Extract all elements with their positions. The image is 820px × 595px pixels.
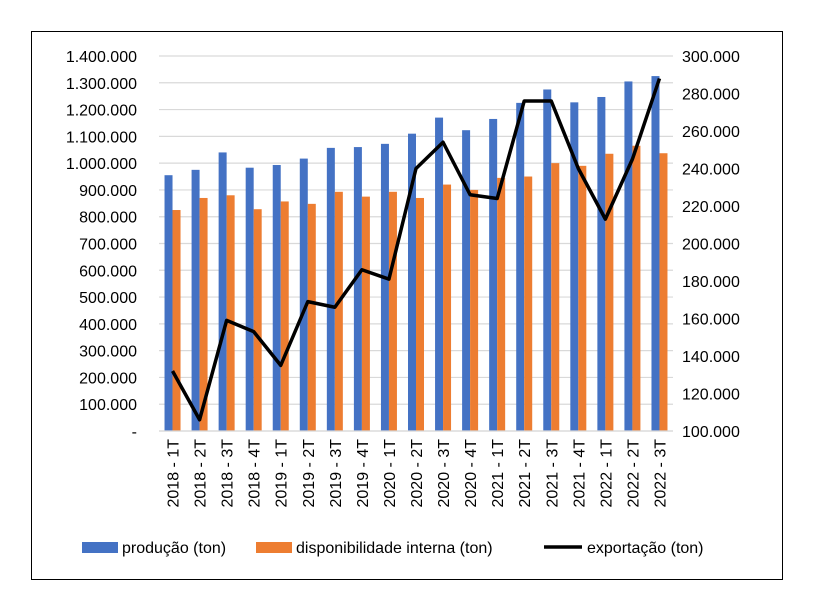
x-tick-label: 2019 - 3T xyxy=(328,439,345,508)
left-tick-label: 800.000 xyxy=(79,210,137,227)
bar-producao xyxy=(408,133,416,431)
x-tick-label: 2022 - 1T xyxy=(598,439,615,508)
bar-disponibilidade xyxy=(578,165,587,432)
left-tick-label: 300.000 xyxy=(79,344,137,361)
bar-producao xyxy=(164,175,173,431)
line-exportacao xyxy=(170,77,662,422)
x-tick-label: 2020 - 2T xyxy=(409,439,426,508)
legend-label-exportacao: exportação (ton) xyxy=(587,540,704,557)
right-tick-label: 300.000 xyxy=(682,49,740,66)
right-tick-label: 200.000 xyxy=(682,237,740,254)
x-tick-label: 2022 - 2T xyxy=(625,439,642,508)
right-tick-label: 220.000 xyxy=(682,199,740,216)
bar-disponibilidade xyxy=(524,176,533,431)
legend-swatch-producao xyxy=(82,542,118,553)
left-tick-label: 1.200.000 xyxy=(66,103,137,120)
bar-disponibilidade xyxy=(334,191,343,431)
x-tick-label: 2018 - 4T xyxy=(247,439,264,508)
legend-label-producao: produção (ton) xyxy=(122,540,226,557)
bar-disponibilidade xyxy=(253,209,262,431)
left-tick-label: 200.000 xyxy=(79,370,137,387)
bar-disponibilidade xyxy=(361,196,370,431)
bar-disponibilidade xyxy=(443,184,452,431)
bar-disponibilidade xyxy=(632,145,641,431)
bar-producao xyxy=(326,147,335,431)
bar-disponibilidade xyxy=(470,189,479,431)
left-tick-label: 400.000 xyxy=(79,317,137,334)
right-tick-label: 240.000 xyxy=(682,162,740,179)
x-tick-label: 2020 - 1T xyxy=(382,439,399,508)
bar-producao xyxy=(435,117,444,431)
x-tick-label: 2019 - 1T xyxy=(274,439,291,508)
bar-producao xyxy=(353,147,362,432)
x-tick-label: 2018 - 3T xyxy=(220,439,237,508)
right-tick-label: 120.000 xyxy=(682,387,740,404)
left-tick-label: 600.000 xyxy=(79,263,137,280)
x-tick-label: 2019 - 2T xyxy=(301,439,318,508)
right-tick-label: 160.000 xyxy=(682,312,740,329)
bar-producao xyxy=(299,158,308,431)
x-tick-label: 2021 - 4T xyxy=(571,439,588,508)
bar-disponibilidade xyxy=(199,197,208,431)
left-tick-label: 1.000.000 xyxy=(66,156,137,173)
bar-disponibilidade xyxy=(551,163,560,431)
bar-producao xyxy=(191,169,200,431)
bar-producao xyxy=(462,130,471,432)
bar-disponibilidade xyxy=(172,210,181,431)
left-tick-label: 100.000 xyxy=(79,397,137,414)
left-tick-label: - xyxy=(132,424,137,441)
chart-frame xyxy=(31,31,783,580)
left-tick-label: 1.300.000 xyxy=(66,76,137,93)
left-tick-label: 1.100.000 xyxy=(66,129,137,146)
bar-producao xyxy=(651,76,660,431)
bar-disponibilidade xyxy=(280,201,289,431)
right-tick-label: 100.000 xyxy=(682,424,740,441)
left-tick-label: 700.000 xyxy=(79,237,137,254)
bar-disponibilidade xyxy=(416,197,424,431)
x-tick-label: 2020 - 4T xyxy=(463,439,480,508)
bar-producao xyxy=(218,152,227,431)
bar-disponibilidade xyxy=(605,153,614,431)
x-tick-label: 2018 - 2T xyxy=(193,439,210,508)
bar-producao xyxy=(380,143,389,431)
bar-disponibilidade xyxy=(388,191,397,431)
bar-producao xyxy=(272,165,281,431)
bar-producao xyxy=(489,118,498,432)
x-tick-label: 2021 - 3T xyxy=(544,439,561,508)
bar-disponibilidade xyxy=(497,177,506,431)
legend-swatch-disponibilidade xyxy=(256,542,292,553)
x-tick-label: 2021 - 1T xyxy=(490,439,507,508)
x-tick-label: 2021 - 2T xyxy=(517,439,534,508)
bar-producao xyxy=(597,96,606,431)
legend-label-disponibilidade: disponibilidade interna (ton) xyxy=(296,540,493,557)
x-tick-label: 2020 - 3T xyxy=(436,439,453,508)
x-tick-label: 2018 - 1T xyxy=(166,439,183,508)
bar-producao xyxy=(624,81,633,432)
right-tick-label: 280.000 xyxy=(682,87,740,104)
left-tick-label: 900.000 xyxy=(79,183,137,200)
bar-producao xyxy=(543,89,552,431)
right-tick-label: 140.000 xyxy=(682,349,740,366)
bar-disponibilidade xyxy=(226,195,235,431)
left-tick-label: 1.400.000 xyxy=(66,49,137,66)
x-tick-label: 2019 - 4T xyxy=(355,439,372,508)
x-tick-label: 2022 - 3T xyxy=(652,439,669,508)
bar-disponibilidade xyxy=(307,203,316,431)
bar-producao xyxy=(516,102,525,431)
bar-producao xyxy=(245,167,254,432)
right-tick-label: 260.000 xyxy=(682,124,740,141)
left-tick-label: 500.000 xyxy=(79,290,137,307)
right-tick-label: 180.000 xyxy=(682,274,740,291)
bar-disponibilidade xyxy=(659,153,668,431)
bar-producao xyxy=(570,102,579,431)
